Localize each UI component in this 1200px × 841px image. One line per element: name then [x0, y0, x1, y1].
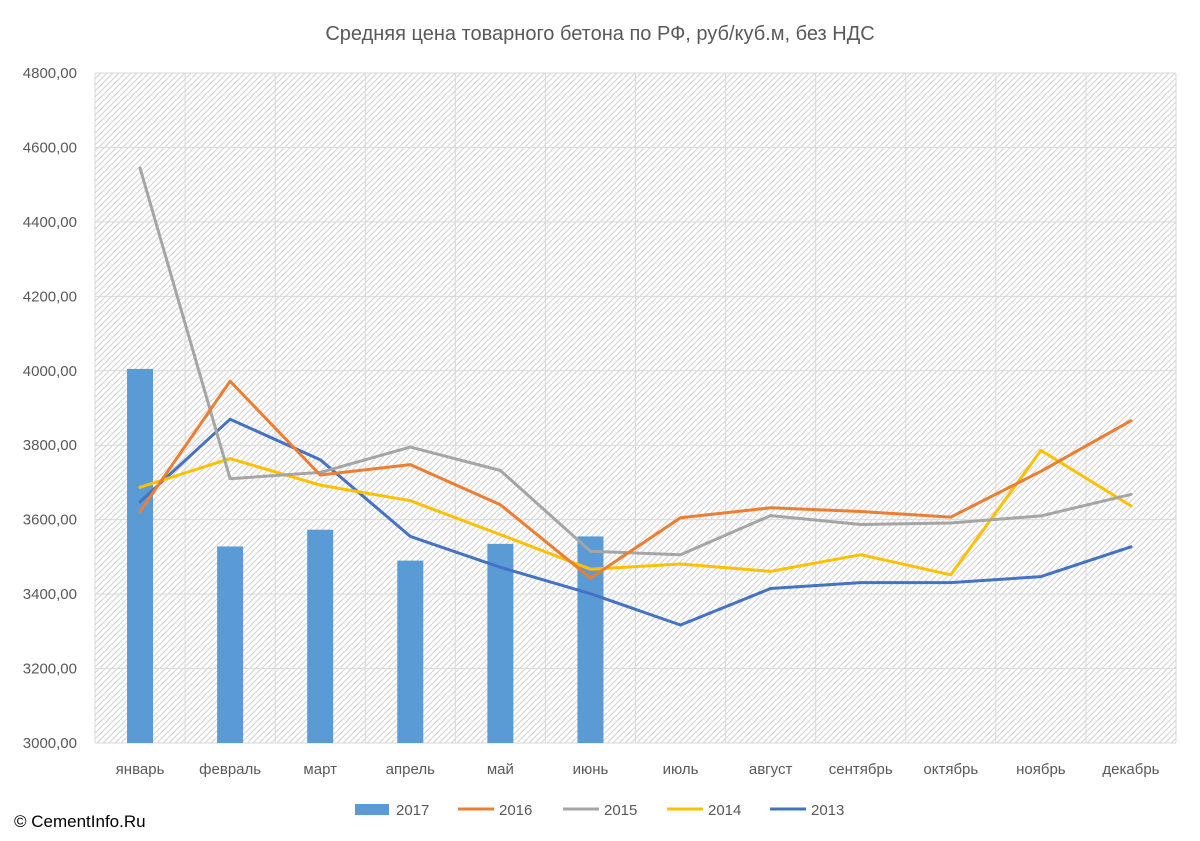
- copyright-text: © CementInfo.Ru: [14, 812, 146, 831]
- y-axis: 3000,00 3200,00 3400,00 3600,00 3800,00 4000,…: [23, 65, 77, 752]
- line-2016: [138, 379, 1133, 580]
- x-axis: январь февраль март апрель май июнь июль август…: [116, 761, 1160, 778]
- x-tick-label: январь: [116, 761, 165, 778]
- x-tick-label: февраль: [199, 761, 261, 778]
- legend-label-2014: 2014: [708, 802, 741, 819]
- x-tick-label: август: [749, 761, 793, 778]
- bar-series: [127, 368, 604, 743]
- legend-swatch-2017: [355, 804, 389, 815]
- y-tick-label: 3200,00: [23, 661, 77, 678]
- line-2013: [138, 417, 1133, 627]
- line-series: [138, 166, 1133, 627]
- bar-2017-январь: [127, 368, 154, 743]
- y-tick-label: 4800,00: [23, 65, 77, 82]
- x-tick-label: ноябрь: [1016, 761, 1066, 778]
- line-2014: [138, 448, 1133, 577]
- legend-label-2015: 2015: [604, 802, 637, 819]
- y-tick-label: 3400,00: [23, 586, 77, 603]
- legend-label-2013: 2013: [811, 802, 844, 819]
- bar-2017-февраль: [217, 546, 244, 743]
- x-tick-label: декабрь: [1102, 761, 1159, 778]
- y-tick-label: 4200,00: [23, 288, 77, 305]
- legend-label-2017: 2017: [396, 802, 429, 819]
- y-tick-label: 4000,00: [23, 363, 77, 380]
- x-tick-label: май: [487, 761, 514, 778]
- gridlines: [94, 72, 1177, 744]
- legend-label-2016: 2016: [499, 802, 532, 819]
- legend: 2017 2016 2015 2014 2013: [355, 802, 844, 819]
- x-tick-label: сентябрь: [829, 761, 893, 778]
- x-tick-label: июль: [663, 761, 699, 778]
- bar-2017-март: [307, 529, 334, 743]
- y-tick-label: 4400,00: [23, 214, 77, 231]
- x-tick-label: июнь: [573, 761, 609, 778]
- x-tick-label: октябрь: [923, 761, 978, 778]
- x-tick-label: апрель: [386, 761, 435, 778]
- x-tick-label: март: [303, 761, 337, 778]
- y-tick-label: 3800,00: [23, 437, 77, 454]
- bar-2017-май: [487, 543, 514, 743]
- y-tick-label: 4600,00: [23, 139, 77, 156]
- y-tick-label: 3600,00: [23, 512, 77, 529]
- y-tick-label: 3000,00: [23, 735, 77, 752]
- bar-2017-апрель: [397, 560, 424, 743]
- line-2015: [138, 166, 1133, 557]
- chart-title: Средняя цена товарного бетона по РФ, руб…: [325, 23, 874, 45]
